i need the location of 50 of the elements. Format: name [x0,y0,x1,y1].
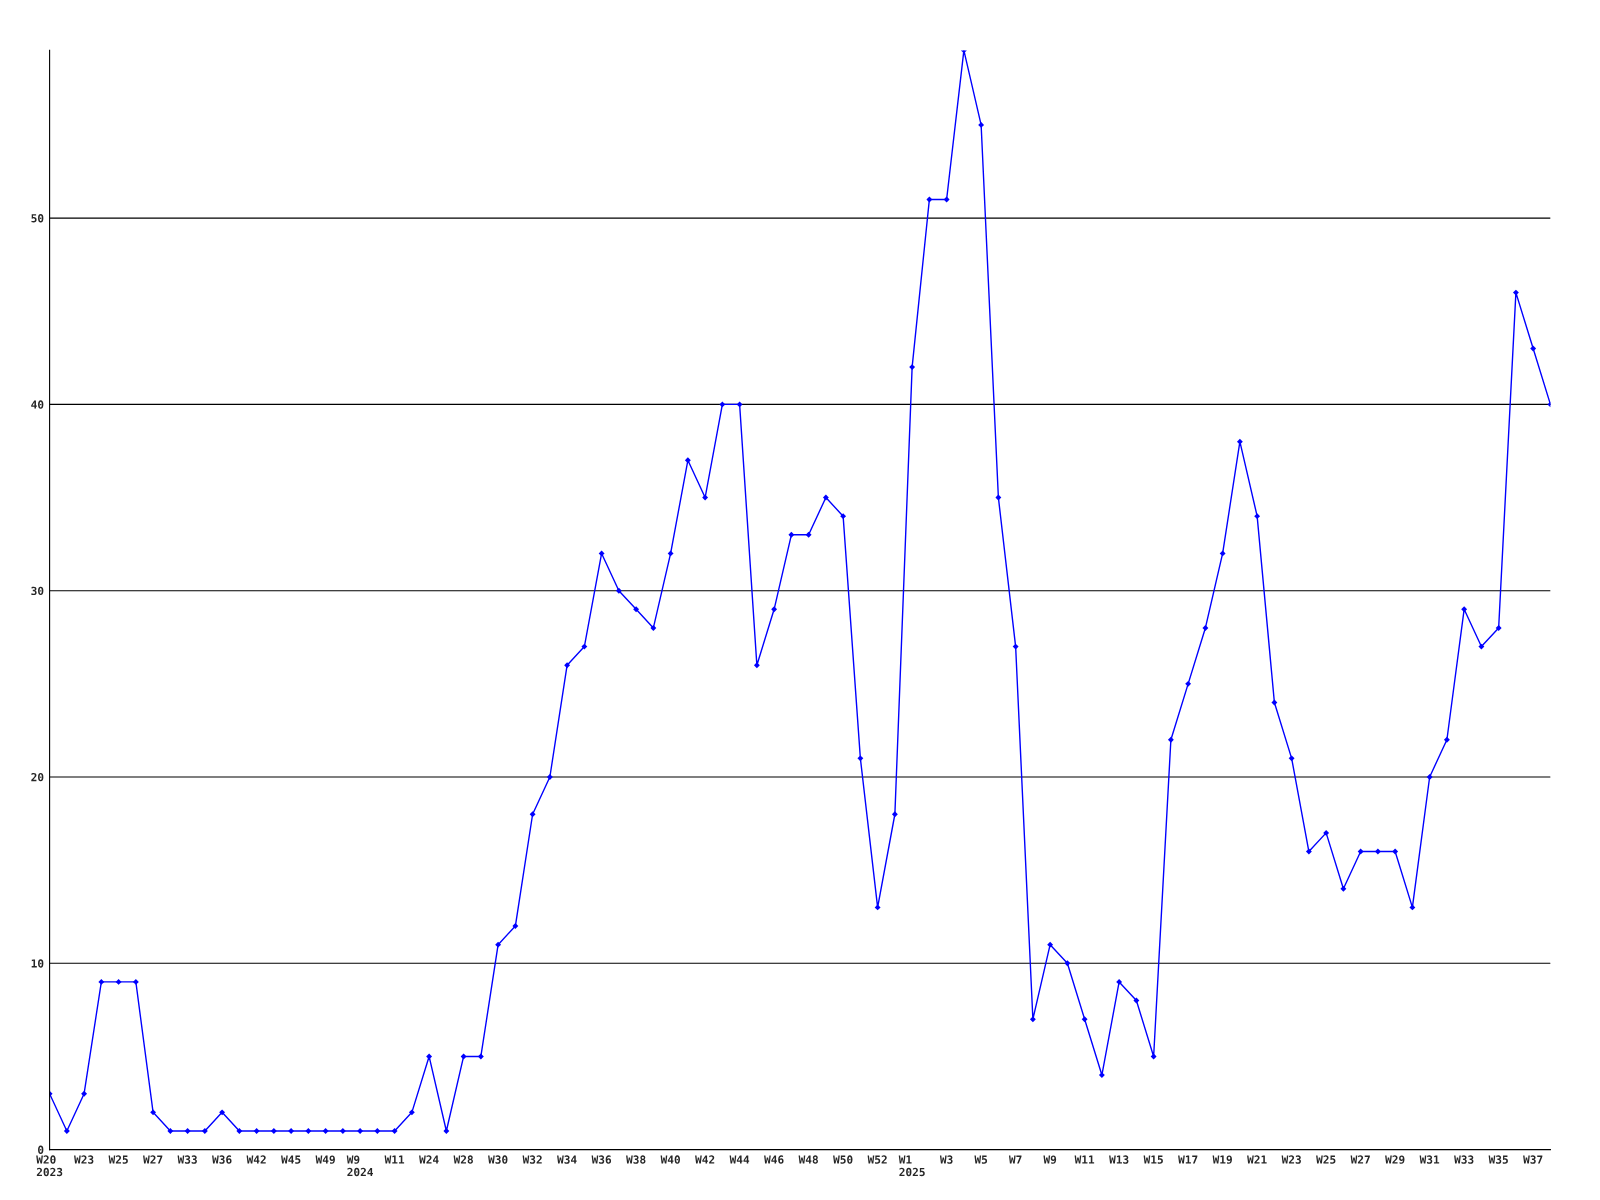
x-tick-label: W35 [1488,1155,1508,1164]
x-tick-label: W21 [1247,1155,1267,1164]
x-tick-label: W32 [522,1155,542,1164]
x-tick-label: W9 2024 [346,1155,373,1177]
x-tick-label: W46 [764,1155,784,1164]
x-tick-label: W34 [557,1155,577,1164]
x-tick-label: W11 [1074,1155,1095,1164]
x-tick-label: W13 [1109,1155,1129,1164]
x-tick-label: W27 [1350,1155,1370,1164]
y-tick-label: 0 [38,1145,44,1154]
x-tick-label: W15 [1143,1155,1163,1164]
x-tick-label: W17 [1178,1155,1198,1164]
x-tick-label: W25 [108,1155,128,1164]
x-tick-label: W29 [1385,1155,1405,1164]
x-tick-label: W3 [939,1155,953,1164]
x-tick-label: W42 [695,1155,715,1164]
x-tick-label: W45 [281,1155,301,1164]
x-tick-label: W31 [1419,1155,1440,1164]
x-tick-label: W30 [488,1155,508,1164]
x-tick-label: W40 [660,1155,680,1164]
x-tick-label: W50 [833,1155,853,1164]
y-tick-label: 10 [31,959,44,968]
x-tick-label: W33 [1454,1155,1474,1164]
x-tick-label: W49 [315,1155,335,1164]
x-tick-label: W42 [246,1155,266,1164]
x-tick-label: W25 [1316,1155,1336,1164]
x-tick-label: W28 [453,1155,473,1164]
x-tick-label: W24 [419,1155,439,1164]
x-tick-label: W36 [591,1155,612,1164]
x-tick-label: W7 [1008,1155,1022,1164]
x-tick-label: W37 [1523,1155,1543,1164]
x-tick-label: W38 [626,1155,646,1164]
y-tick-label: 40 [31,400,44,409]
y-tick-label: 20 [31,772,44,782]
x-tick-label: W44 [729,1155,750,1164]
x-tick-label: W19 [1212,1155,1232,1164]
x-tick-label: W27 [143,1155,163,1164]
x-tick-label: W48 [798,1155,818,1164]
x-tick-label: W1 2025 [898,1155,925,1177]
y-tick-label: 30 [31,586,44,596]
y-tick-label: 50 [31,214,44,223]
x-tick-label: W5 [974,1155,988,1164]
x-tick-label: W36 [212,1155,232,1164]
x-tick-label: W23 [74,1155,94,1164]
x-tick-label: W9 [1043,1155,1057,1164]
x-tick-label: W52 [867,1155,887,1164]
x-tick-label: W11 [384,1155,405,1164]
x-tick-label: W23 [1281,1155,1301,1164]
x-tick-label: W33 [177,1155,197,1164]
x-tick-label: W20 2023 [36,1155,63,1177]
